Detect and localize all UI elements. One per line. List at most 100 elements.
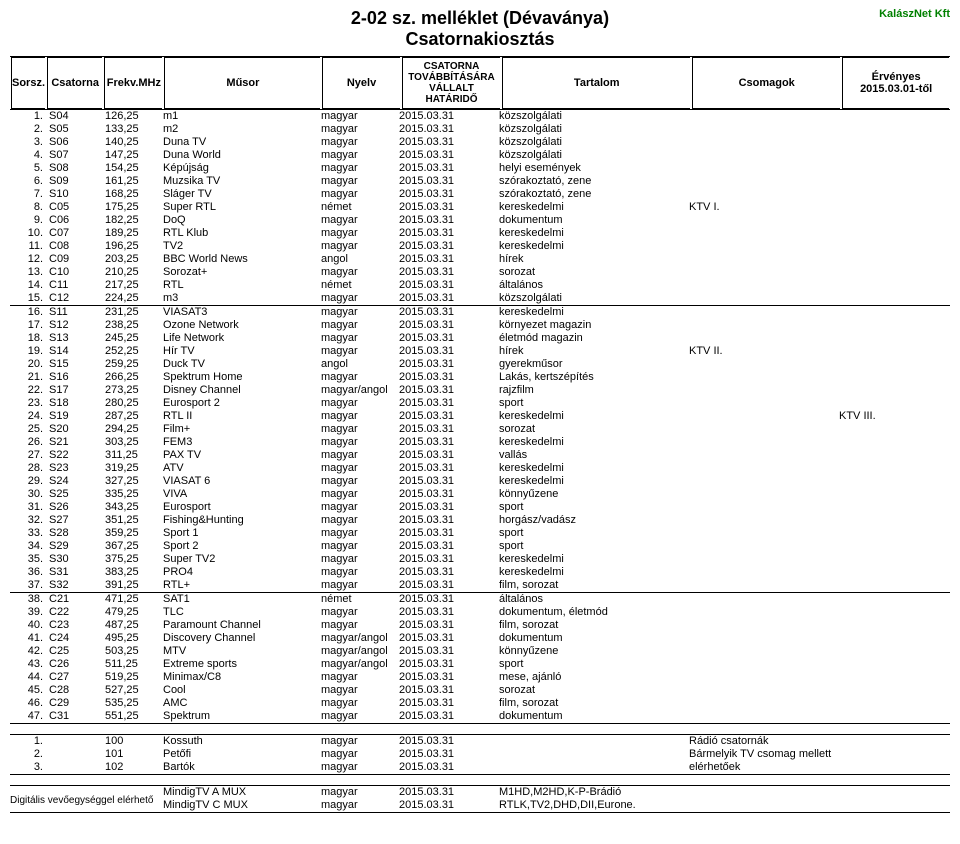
cell-frekv: 100 <box>102 735 160 748</box>
cell-frekv: 535,25 <box>102 697 160 710</box>
cell-csomagok <box>686 632 836 645</box>
cell-sorsz: 41. <box>10 632 46 645</box>
cell-csatorna: S25 <box>46 488 102 501</box>
cell-csomagok: KTV I. <box>686 201 836 214</box>
cell-musor: BBC World News <box>160 253 318 266</box>
cell-csatorna: C06 <box>46 214 102 227</box>
cell-tartalom: közszolgálati <box>496 110 686 123</box>
cell-csomagok <box>686 162 836 175</box>
cell-csatorna: C22 <box>46 606 102 619</box>
table-row: 47.C31551,25Spektrummagyar2015.03.31doku… <box>10 710 950 723</box>
cell-frekv: 495,25 <box>102 632 160 645</box>
cell-csatorna: S15 <box>46 358 102 371</box>
cell-frekv: 182,25 <box>102 214 160 227</box>
table-row: 15.C12224,25m3magyar2015.03.31közszolgál… <box>10 292 950 305</box>
cell-musor: Kossuth <box>160 735 318 748</box>
cell-tartalom: könnyűzene <box>496 645 686 658</box>
cell-ervenyes <box>836 345 944 358</box>
table-row: 27.S22311,25PAX TVmagyar2015.03.31vallás <box>10 449 950 462</box>
cell-musor: Sorozat+ <box>160 266 318 279</box>
cell-tartalom: környezet magazin <box>496 319 686 332</box>
cell-csatorna: S06 <box>46 136 102 149</box>
table-row: 17.S12238,25Ozone Networkmagyar2015.03.3… <box>10 319 950 332</box>
table-row: 1.S04126,25m1magyar2015.03.31közszolgála… <box>10 110 950 123</box>
cell-nyelv: magyar <box>318 501 396 514</box>
cell-sorsz: 30. <box>10 488 46 501</box>
header-musor: Műsor <box>164 57 320 109</box>
cell-hatarido: 2015.03.31 <box>396 735 496 748</box>
cell-csomagok <box>686 123 836 136</box>
cell-sorsz: 10. <box>10 227 46 240</box>
cell-musor: Cool <box>160 684 318 697</box>
cell-hatarido: 2015.03.31 <box>396 345 496 358</box>
cell-sorsz: 5. <box>10 162 46 175</box>
cell-frekv: 203,25 <box>102 253 160 266</box>
cell-musor: MTV <box>160 645 318 658</box>
cell-nyelv: magyar <box>318 292 396 305</box>
cell-musor: m3 <box>160 292 318 305</box>
cell-frekv: 126,25 <box>102 110 160 123</box>
cell-sorsz: 4. <box>10 149 46 162</box>
cell-hatarido: 2015.03.31 <box>396 384 496 397</box>
cell-hatarido: 2015.03.31 <box>396 123 496 136</box>
cell-nyelv: magyar <box>318 188 396 201</box>
cell-csomagok <box>686 227 836 240</box>
cell-musor: TV2 <box>160 240 318 253</box>
cell-nyelv: magyar <box>318 266 396 279</box>
cell-hatarido: 2015.03.31 <box>396 514 496 527</box>
cell-frekv: 383,25 <box>102 566 160 579</box>
cell-csomagok <box>686 292 836 305</box>
cell-tartalom: közszolgálati <box>496 123 686 136</box>
cell-ervenyes <box>836 553 944 566</box>
cell-sorsz: 31. <box>10 501 46 514</box>
table-row: 7.S10168,25Sláger TVmagyar2015.03.31szór… <box>10 188 950 201</box>
cell-csomagok <box>686 214 836 227</box>
cell-sorsz: 1. <box>10 735 46 748</box>
cell-csomagok <box>686 658 836 671</box>
cell-nyelv: magyar <box>318 332 396 345</box>
cell-musor: Petőfi <box>160 748 318 761</box>
table-row: 23.S18280,25Eurosport 2magyar2015.03.31s… <box>10 397 950 410</box>
cell-nyelv: magyar <box>318 397 396 410</box>
cell-musor: DoQ <box>160 214 318 227</box>
cell-csatorna: C24 <box>46 632 102 645</box>
cell-csatorna: C05 <box>46 201 102 214</box>
cell-hatarido: 2015.03.31 <box>396 761 496 774</box>
cell-sorsz: 25. <box>10 423 46 436</box>
cell-tartalom: kereskedelmi <box>496 201 686 214</box>
cell-hatarido: 2015.03.31 <box>396 606 496 619</box>
cell-musor: Eurosport <box>160 501 318 514</box>
cell-nyelv: magyar <box>318 735 396 748</box>
cell-csatorna: S23 <box>46 462 102 475</box>
cell-nyelv: magyar <box>318 175 396 188</box>
cell-sorsz: 16. <box>10 306 46 319</box>
cell-frekv: 252,25 <box>102 345 160 358</box>
cell-hatarido: 2015.03.31 <box>396 266 496 279</box>
cell-sorsz: 1. <box>10 110 46 123</box>
cell-frekv: 196,25 <box>102 240 160 253</box>
cell-tartalom: hírek <box>496 253 686 266</box>
table-row: 2.S05133,25m2magyar2015.03.31közszolgála… <box>10 123 950 136</box>
cell-hatarido: 2015.03.31 <box>396 358 496 371</box>
cell-tartalom: sport <box>496 397 686 410</box>
cell-frekv: 287,25 <box>102 410 160 423</box>
cell-tartalom: kereskedelmi <box>496 436 686 449</box>
cell-hatarido: 2015.03.31 <box>396 175 496 188</box>
cell-csomagok <box>686 306 836 319</box>
table-row: 9.C06182,25DoQmagyar2015.03.31dokumentum <box>10 214 950 227</box>
cell-sorsz: 33. <box>10 527 46 540</box>
cell-csomagok <box>686 175 836 188</box>
cell-hatarido: 2015.03.31 <box>396 475 496 488</box>
cell-sorsz: 15. <box>10 292 46 305</box>
cell-hatarido: 2015.03.31 <box>396 684 496 697</box>
cell-csomagok <box>686 488 836 501</box>
cell-csomagok <box>686 697 836 710</box>
header-csatorna: Csatorna <box>47 57 102 109</box>
cell-frekv: 101 <box>102 748 160 761</box>
cell-musor: Eurosport 2 <box>160 397 318 410</box>
table-row: 20.S15259,25Duck TVangol2015.03.31gyerek… <box>10 358 950 371</box>
cell-csatorna: S29 <box>46 540 102 553</box>
cell-tartalom <box>496 748 686 761</box>
cell-tartalom: kereskedelmi <box>496 306 686 319</box>
cell-frekv: 217,25 <box>102 279 160 292</box>
